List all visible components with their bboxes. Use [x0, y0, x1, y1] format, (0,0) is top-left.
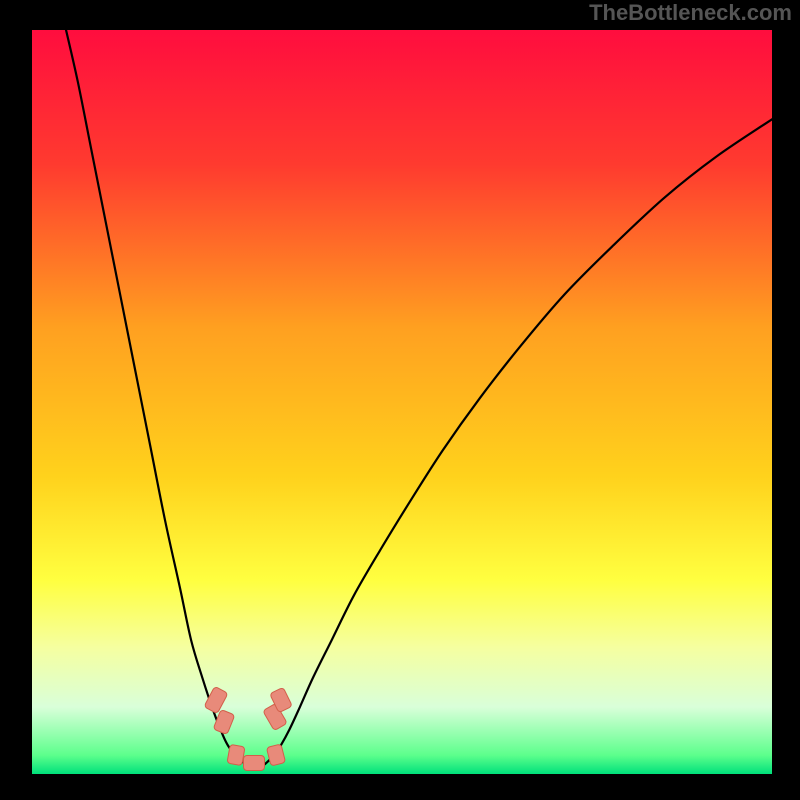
background-gradient — [32, 30, 772, 774]
marker-point — [243, 755, 265, 771]
watermark-text: TheBottleneck.com — [589, 0, 792, 26]
chart-canvas: TheBottleneck.com — [0, 0, 800, 800]
plot-area — [32, 30, 772, 774]
